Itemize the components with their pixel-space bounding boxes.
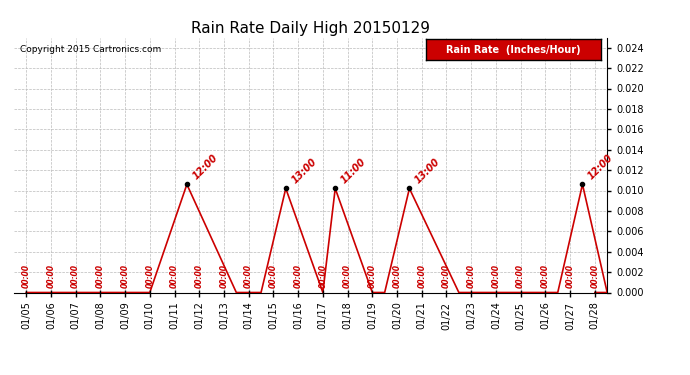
- Text: 00:00: 00:00: [318, 264, 327, 288]
- Text: 00:00: 00:00: [269, 264, 278, 288]
- Text: 00:00: 00:00: [170, 264, 179, 288]
- Text: 13:00: 13:00: [290, 156, 318, 185]
- Text: 13:00: 13:00: [413, 156, 442, 185]
- Text: 00:00: 00:00: [541, 264, 550, 288]
- Text: 00:00: 00:00: [146, 264, 155, 288]
- Text: 00:00: 00:00: [219, 264, 228, 288]
- Text: 00:00: 00:00: [121, 264, 130, 288]
- Text: 00:00: 00:00: [393, 264, 402, 288]
- Text: 12:00: 12:00: [586, 152, 615, 182]
- Text: 00:00: 00:00: [294, 264, 303, 288]
- Text: 00:00: 00:00: [71, 264, 80, 288]
- Text: 00:00: 00:00: [21, 264, 30, 288]
- Text: 00:00: 00:00: [591, 264, 600, 288]
- Text: 00:00: 00:00: [195, 264, 204, 288]
- Text: 11:00: 11:00: [339, 156, 368, 185]
- Text: 00:00: 00:00: [46, 264, 55, 288]
- Text: 00:00: 00:00: [417, 264, 426, 288]
- Text: 00:00: 00:00: [516, 264, 525, 288]
- Text: 00:00: 00:00: [244, 264, 253, 288]
- Title: Rain Rate Daily High 20150129: Rain Rate Daily High 20150129: [191, 21, 430, 36]
- Text: 00:00: 00:00: [442, 264, 451, 288]
- Text: 00:00: 00:00: [566, 264, 575, 288]
- Text: 00:00: 00:00: [491, 264, 500, 288]
- Text: 12:00: 12:00: [190, 152, 219, 182]
- Text: 00:00: 00:00: [343, 264, 352, 288]
- Text: 00:00: 00:00: [96, 264, 105, 288]
- Text: 00:00: 00:00: [466, 264, 475, 288]
- Text: Copyright 2015 Cartronics.com: Copyright 2015 Cartronics.com: [20, 45, 161, 54]
- Text: 00:00: 00:00: [368, 264, 377, 288]
